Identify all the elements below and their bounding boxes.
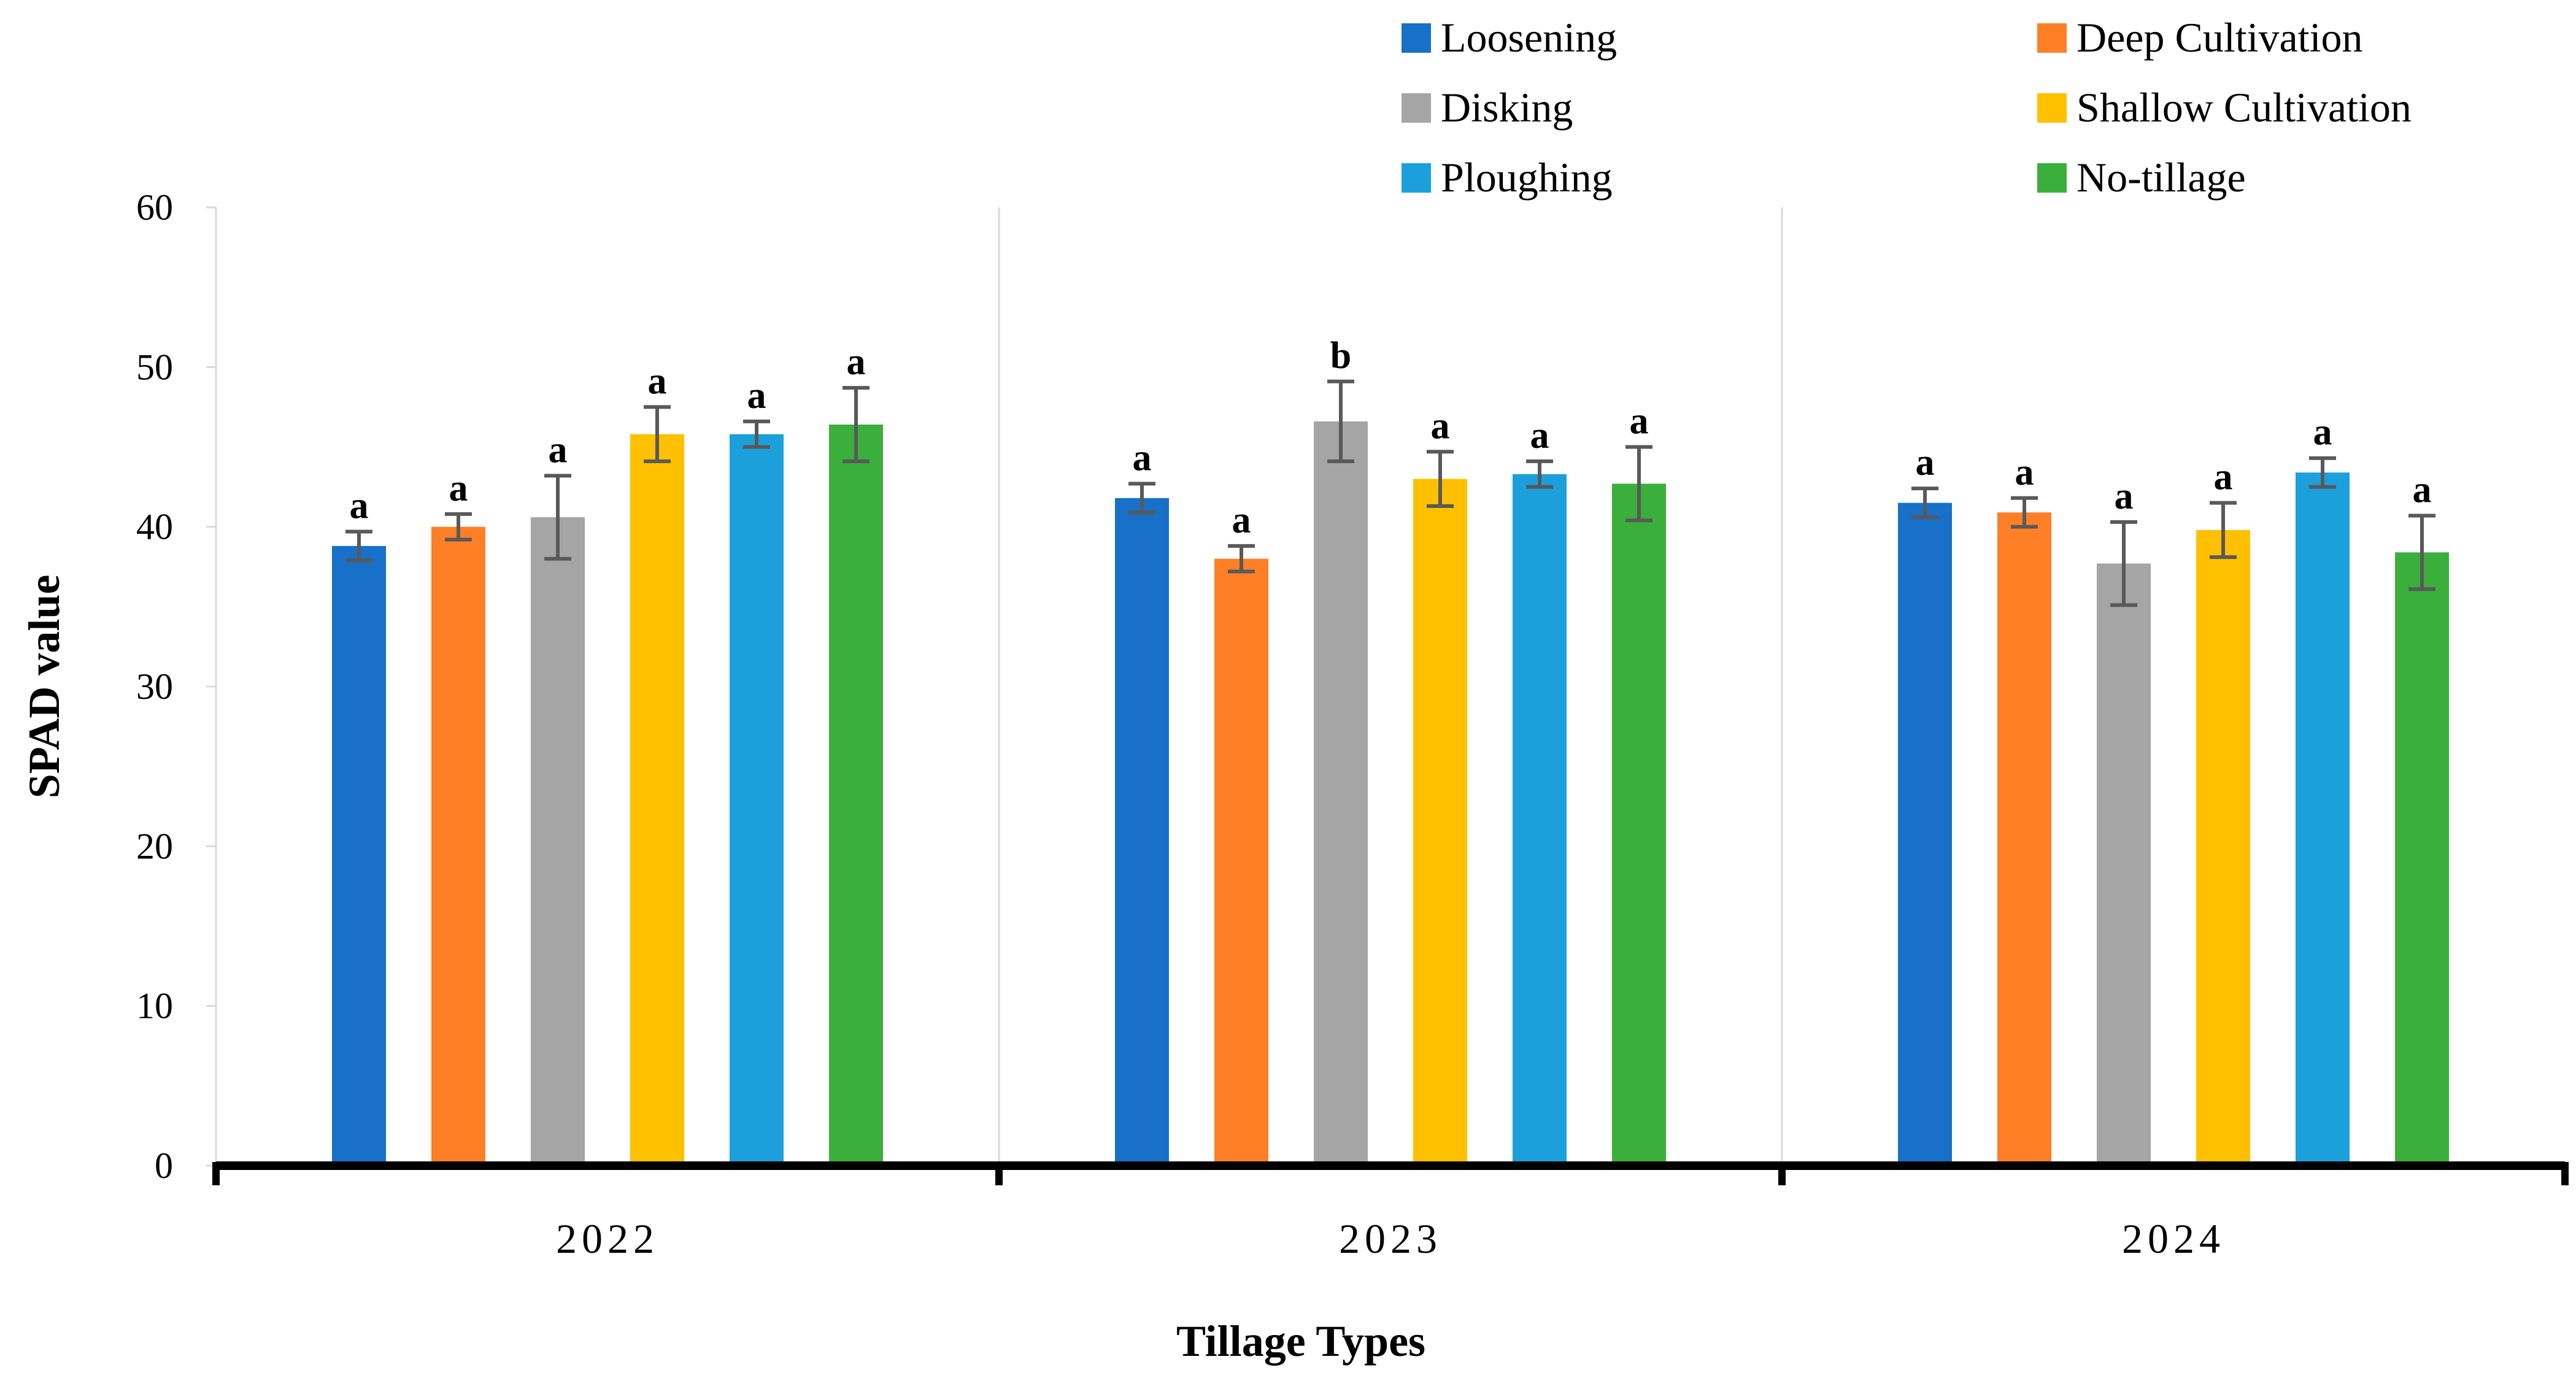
- bar: [431, 526, 485, 1166]
- significance-letter: a: [2413, 469, 2432, 510]
- category-dividers: [998, 207, 1783, 1166]
- significance-letter: a: [350, 485, 369, 526]
- bar: [1413, 479, 1467, 1166]
- y-axis-title: SPAD value: [20, 575, 69, 799]
- legend-swatch: [2037, 23, 2067, 53]
- bar: [1612, 483, 1666, 1166]
- significance-letter: a: [1916, 442, 1935, 483]
- significance-letter: a: [1530, 415, 1549, 456]
- x-tick-label: 2024: [2122, 1215, 2225, 1262]
- legend-label: Deep Cultivation: [2077, 14, 2362, 61]
- significance-letter: a: [449, 467, 468, 509]
- significance-letter: a: [1133, 437, 1152, 479]
- bar: [2296, 472, 2350, 1166]
- bar: [1214, 558, 1268, 1166]
- legend-swatch: [1402, 93, 1431, 123]
- legend-label: Shallow Cultivation: [2077, 84, 2412, 131]
- legend-swatch: [2037, 163, 2067, 193]
- bar: [332, 545, 386, 1166]
- y-axis: 0 10 20 30 40 50 60: [136, 187, 217, 1186]
- bar: [829, 425, 883, 1166]
- bar: [2097, 563, 2151, 1166]
- significance-letter: a: [2214, 456, 2233, 498]
- legend-label: Loosening: [1441, 14, 1617, 61]
- bar: [1513, 474, 1567, 1166]
- bar: [630, 434, 684, 1166]
- x-tick-label: 2022: [556, 1215, 659, 1262]
- legend-swatch: [1402, 163, 1431, 193]
- bars: a a a a a a a a b a a a a a a a a a: [332, 335, 2449, 1166]
- significance-letter: a: [1630, 401, 1649, 442]
- significance-letter: b: [1330, 335, 1351, 377]
- significance-letter: a: [1232, 499, 1251, 541]
- x-axis-title: Tillage Types: [1176, 1317, 1425, 1366]
- significance-letter: a: [847, 341, 866, 383]
- y-tick-label: 40: [136, 507, 173, 547]
- significance-letter: a: [648, 360, 667, 402]
- y-tick-label: 60: [136, 187, 173, 228]
- significance-letter: a: [549, 429, 568, 471]
- legend-label: Ploughing: [1441, 154, 1613, 201]
- y-tick-label: 0: [155, 1145, 173, 1186]
- bar: [2196, 529, 2250, 1166]
- bar: [1115, 498, 1169, 1166]
- significance-letter: a: [1431, 405, 1450, 447]
- significance-letter: a: [2115, 475, 2134, 517]
- legend: Loosening Deep Cultivation Disking Shallow …: [1402, 14, 2412, 201]
- bar: [1898, 502, 1952, 1166]
- legend-swatch: [2037, 93, 2067, 123]
- y-tick-label: 50: [136, 347, 173, 387]
- significance-letter: a: [2015, 452, 2034, 493]
- y-tick-label: 20: [136, 826, 173, 866]
- significance-letter: a: [747, 375, 766, 417]
- bar: [730, 434, 784, 1166]
- bar: [1314, 421, 1368, 1166]
- x-axis: 2022 2023 2024: [212, 1161, 2569, 1262]
- legend-swatch: [1402, 23, 1431, 53]
- y-tick-label: 30: [136, 666, 173, 707]
- bar: [531, 517, 585, 1166]
- legend-label: No-tillage: [2077, 154, 2246, 201]
- bar: [2395, 552, 2449, 1166]
- x-tick-label: 2023: [1339, 1215, 1442, 1262]
- legend-label: Disking: [1441, 84, 1573, 131]
- bar: [1997, 512, 2051, 1166]
- significance-letter: a: [2313, 412, 2332, 453]
- y-tick-label: 10: [136, 986, 173, 1026]
